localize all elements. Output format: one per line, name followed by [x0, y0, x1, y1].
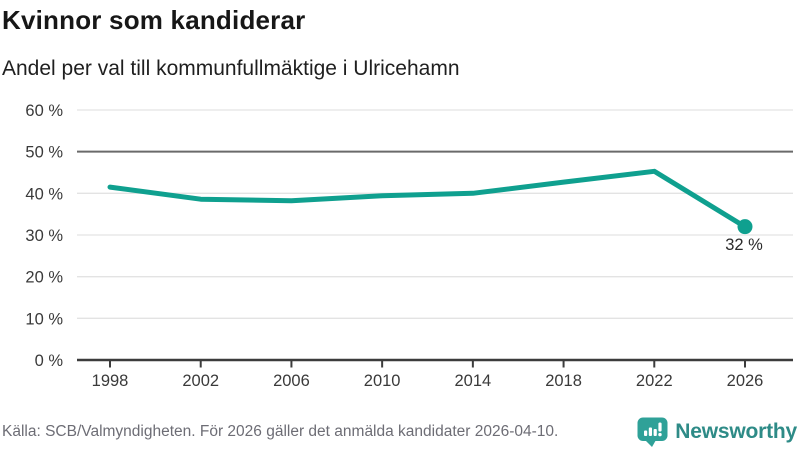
y-tick-label: 20 %: [25, 269, 63, 287]
x-tick-label: 2014: [454, 372, 491, 390]
x-tick-label: 2018: [545, 372, 582, 390]
y-tick-label: 60 %: [25, 102, 63, 120]
y-tick-label: 30 %: [25, 227, 63, 245]
last-value-label: 32 %: [725, 236, 763, 254]
y-tick-label: 10 %: [25, 310, 63, 328]
x-tick-label: 2002: [182, 372, 219, 390]
newsworthy-logo-icon: [637, 417, 668, 447]
line-chart: 0 % 10 % 20 % 30 % 40 % 50 % 60 % 1998 2002 2006 2…: [25, 102, 793, 390]
x-tick-label: 2026: [727, 372, 764, 390]
x-tick-label: 2006: [273, 372, 310, 390]
x-tick-label: 1998: [92, 372, 129, 390]
footer: Källa: SCB/Valmyndigheten. För 2026 gäll…: [0, 414, 800, 450]
y-tick-label: 40 %: [25, 185, 63, 203]
last-point-marker: [737, 219, 753, 235]
source-note: Källa: SCB/Valmyndigheten. För 2026 gäll…: [2, 423, 559, 440]
x-tick-label: 2022: [636, 372, 673, 390]
chart-title: Kvinnor som kandiderar: [2, 5, 306, 35]
newsworthy-logo-text: Newsworthy: [675, 420, 797, 443]
chart-subtitle: Andel per val till kommunfullmäktige i U…: [2, 57, 460, 80]
y-tick-label: 0 %: [35, 352, 64, 370]
x-tick-label: 2010: [364, 372, 401, 390]
newsworthy-logo: Newsworthy: [637, 417, 797, 447]
data-line: [107, 168, 748, 230]
y-tick-label: 50 %: [25, 144, 63, 162]
